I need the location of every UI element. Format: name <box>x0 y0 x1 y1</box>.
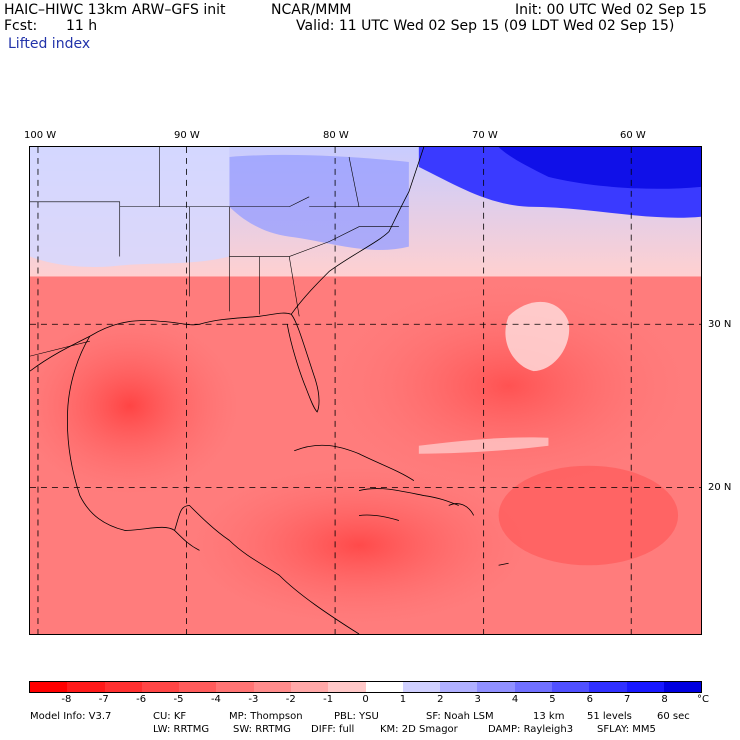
lon-label-90w: 90 W <box>174 130 200 141</box>
colorbar-tick-label: -7 <box>98 694 109 705</box>
colorbar-swatch <box>141 682 180 692</box>
field-stable-pocket <box>505 301 570 372</box>
colorbar-swatch <box>365 682 403 692</box>
field-unstable-east-carib <box>498 465 679 566</box>
shortwave-scheme: SW: RRTMG <box>233 724 291 735</box>
colorbar-tick-label: -2 <box>285 694 296 705</box>
microphysics-scheme: MP: Thompson <box>229 711 303 722</box>
colorbar-swatch <box>104 682 142 692</box>
colorbar-swatch <box>328 682 366 692</box>
damping-setting: DAMP: Rayleigh3 <box>488 724 574 735</box>
colorbar-swatch <box>589 682 627 692</box>
colorbar-swatch <box>253 682 291 692</box>
colorbar-tick-label: 3 <box>474 694 481 705</box>
grid-lines <box>30 147 701 634</box>
colorbar-tick-label: -6 <box>136 694 147 705</box>
field-unstable-atlantic <box>319 276 699 496</box>
longwave-scheme: LW: RRTMG <box>153 724 210 735</box>
forecast-hour: 11 h <box>66 18 98 34</box>
lifted-index-map <box>29 146 702 635</box>
pbl-scheme: PBL: YSU <box>334 711 379 722</box>
colorbar-swatch <box>179 682 217 692</box>
km-setting: KM: 2D Smagor <box>380 724 458 735</box>
lon-label-70w: 70 W <box>472 130 498 141</box>
field-stable-northeast-core <box>498 147 701 189</box>
init-time: Init: 00 UTC Wed 02 Sep 15 <box>515 2 707 18</box>
state-boundaries <box>30 147 409 357</box>
field-unstable-gulf <box>30 316 240 496</box>
forecast-label: Fcst: <box>4 18 38 34</box>
field-stable-us-east <box>229 154 409 250</box>
model-title: HAIC–HIWC 13km ARW–GFS init <box>4 2 226 18</box>
colorbar-tick-label: -4 <box>210 694 221 705</box>
valid-time: Valid: 11 UTC Wed 02 Sep 15 (09 LDT Wed … <box>296 18 675 34</box>
colorbar-tick-label: 6 <box>586 694 594 705</box>
colorbar-swatch <box>67 682 105 692</box>
colorbar-tick-label: 2 <box>437 694 444 705</box>
lat-label-20n: 20 N <box>708 482 732 493</box>
colorbar-unit: °C <box>697 694 709 705</box>
surface-layer-scheme: SFLAY: MM5 <box>597 724 656 735</box>
colorbar-swatch <box>402 682 441 692</box>
field-name: Lifted index <box>8 36 91 52</box>
vertical-levels: 51 levels <box>587 711 632 722</box>
lon-label-100w: 100 W <box>24 130 57 141</box>
coastlines <box>30 147 509 634</box>
colorbar-tick-label: 7 <box>624 694 631 705</box>
colorbar-tick-label: 8 <box>661 694 668 705</box>
lon-label-80w: 80 W <box>323 130 349 141</box>
colorbar-tick-label: 4 <box>511 694 519 705</box>
colorbar-swatch <box>216 682 254 692</box>
colorbar-swatch <box>30 682 68 692</box>
model-version: Model Info: V3.7 <box>30 711 112 722</box>
diffusion-setting: DIFF: full <box>311 724 355 735</box>
colorbar-labels: -8 -7 -6 -5 -4 -3 -2 -1 0 1 2 3 4 5 6 7 8 <box>29 694 702 706</box>
resolution: 13 km <box>533 711 565 722</box>
colorbar-swatch <box>440 682 478 692</box>
colorbar <box>29 681 702 693</box>
lat-label-30n: 30 N <box>708 319 732 330</box>
colorbar-tick-label: -3 <box>248 694 259 705</box>
colorbar-tick-label: 1 <box>399 694 407 705</box>
field-unstable-caribbean <box>189 465 529 626</box>
colorbar-swatch <box>626 682 664 692</box>
cumulus-scheme: CU: KF <box>153 711 187 722</box>
colorbar-tick-label: 5 <box>549 694 556 705</box>
surface-scheme: SF: Noah LSM <box>426 711 494 722</box>
colorbar-tick-label: -5 <box>173 694 184 705</box>
lon-label-60w: 60 W <box>620 130 646 141</box>
colorbar-tick-label: -1 <box>323 694 334 705</box>
colorbar-swatch <box>290 682 329 692</box>
org-label: NCAR/MMM <box>271 2 352 18</box>
colorbar-swatch <box>663 682 702 692</box>
colorbar-tick-label: 0 <box>362 694 369 705</box>
timestep: 60 sec <box>657 711 690 722</box>
colorbar-tick-label: -8 <box>61 694 72 705</box>
colorbar-swatch <box>514 682 552 692</box>
colorbar-swatch <box>477 682 515 692</box>
colorbar-swatch <box>551 682 590 692</box>
